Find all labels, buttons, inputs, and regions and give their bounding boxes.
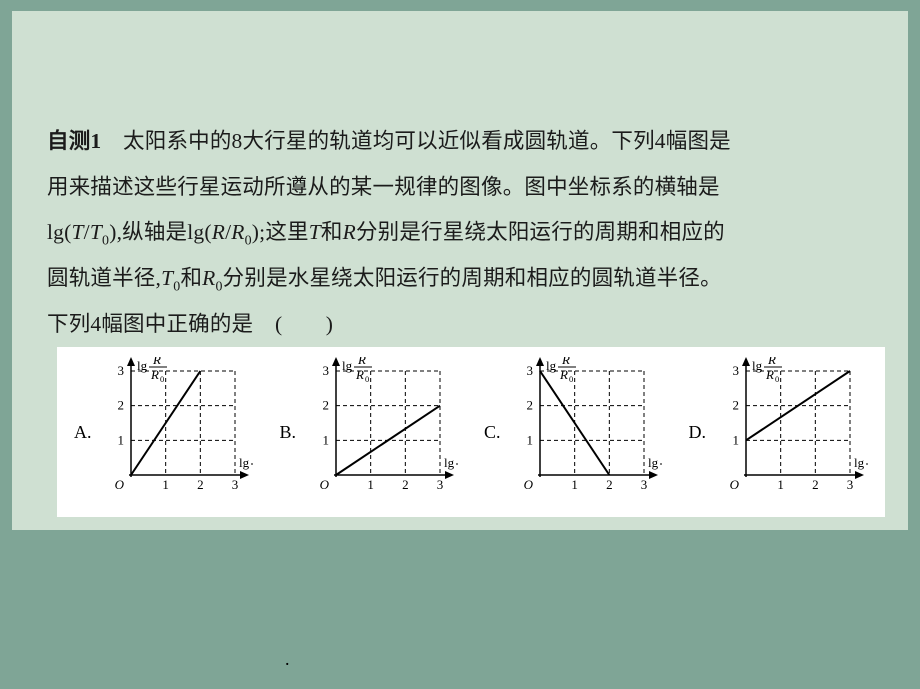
chart-svg: 112233OlgRR0lgTT0 <box>708 357 868 507</box>
svg-text:3: 3 <box>527 363 534 378</box>
svg-text:3: 3 <box>437 477 444 492</box>
charts-row: A.112233OlgRR0lgTT0B.112233OlgRR0lgTT0C.… <box>57 347 885 517</box>
svg-text:lg: lg <box>648 455 659 470</box>
svg-text:lg: lg <box>342 358 353 373</box>
q-T2: T <box>309 220 321 244</box>
q-T0: T0 <box>90 220 109 244</box>
svg-text:lg: lg <box>546 358 557 373</box>
svg-text:0: 0 <box>569 374 573 384</box>
svg-text:2: 2 <box>732 398 739 413</box>
chart-option[interactable]: C.112233OlgRR0lgTT0 <box>484 357 663 507</box>
svg-text:2: 2 <box>527 398 534 413</box>
q-and2: 和 <box>180 266 202 290</box>
svg-text:3: 3 <box>641 477 648 492</box>
svg-text:O: O <box>730 477 740 492</box>
option-letter: D. <box>688 422 706 443</box>
svg-text:lg: lg <box>752 358 763 373</box>
chart-option[interactable]: B.112233OlgRR0lgTT0 <box>279 357 458 507</box>
q-l4a: 圆轨道半径, <box>47 266 161 290</box>
svg-text:2: 2 <box>118 398 125 413</box>
chart-option[interactable]: D.112233OlgRR0lgTT0 <box>688 357 868 507</box>
svg-text:2: 2 <box>198 477 205 492</box>
svg-text:1: 1 <box>572 477 579 492</box>
svg-text:1: 1 <box>777 477 784 492</box>
question-label: 自测1 <box>47 129 101 153</box>
q-l3a: lg( <box>47 220 71 244</box>
svg-text:3: 3 <box>322 363 329 378</box>
q-T: T <box>71 220 83 244</box>
svg-text:2: 2 <box>402 477 409 492</box>
svg-text:3: 3 <box>232 477 239 492</box>
svg-text:2: 2 <box>322 398 329 413</box>
svg-text:1: 1 <box>322 432 329 447</box>
q-T0b: T0 <box>161 266 180 290</box>
chart-svg: 112233OlgRR0lgTT0 <box>502 357 662 507</box>
option-letter: B. <box>279 422 296 443</box>
svg-text:R: R <box>355 367 364 382</box>
svg-text:R: R <box>357 357 366 367</box>
svg-text:1: 1 <box>163 477 170 492</box>
q-l3d: 分别是行星绕太阳运行的周期和相应的 <box>356 220 725 244</box>
svg-text:2: 2 <box>812 477 819 492</box>
q-R2: R <box>343 220 356 244</box>
chart-option[interactable]: A.112233OlgRR0lgTT0 <box>74 357 254 507</box>
svg-text:R: R <box>150 367 159 382</box>
svg-text:lg: lg <box>239 455 250 470</box>
q-R0: R0 <box>231 220 252 244</box>
svg-text:1: 1 <box>118 432 125 447</box>
svg-text:O: O <box>115 477 125 492</box>
option-letter: A. <box>74 422 92 443</box>
svg-text:lg: lg <box>137 358 148 373</box>
svg-text:R: R <box>152 357 161 367</box>
q-line1: 太阳系中的8大行星的轨道均可以近似看成圆轨道。下列4幅图是 <box>101 129 731 153</box>
svg-text:1: 1 <box>527 432 534 447</box>
q-R0b: R0 <box>202 266 223 290</box>
q-line2: 用来描述这些行星运动所遵从的某一规律的图像。图中坐标系的横轴是 <box>47 175 720 199</box>
q-l5: 下列4幅图中正确的是 ( ) <box>47 312 333 336</box>
page-dot: . <box>285 649 290 670</box>
svg-text:R: R <box>559 367 568 382</box>
svg-text:lg: lg <box>444 455 455 470</box>
svg-text:R: R <box>561 357 570 367</box>
svg-text:R: R <box>765 367 774 382</box>
svg-text:1: 1 <box>367 477 374 492</box>
q-and1: 和 <box>321 220 343 244</box>
svg-text:O: O <box>320 477 330 492</box>
chart-svg: 112233OlgRR0lgTT0 <box>298 357 458 507</box>
svg-text:2: 2 <box>607 477 614 492</box>
q-l3c: );这里 <box>252 220 309 244</box>
svg-text:O: O <box>524 477 534 492</box>
option-letter: C. <box>484 422 501 443</box>
svg-text:0: 0 <box>365 374 369 384</box>
svg-text:3: 3 <box>732 363 739 378</box>
svg-text:lg: lg <box>854 455 865 470</box>
chart-svg: 112233OlgRR0lgTT0 <box>93 357 253 507</box>
svg-text:1: 1 <box>732 432 739 447</box>
question-text: 自测1 太阳系中的8大行星的轨道均可以近似看成圆轨道。下列4幅图是 用来描述这些… <box>47 119 877 348</box>
svg-text:R: R <box>767 357 776 367</box>
q-R: R <box>212 220 225 244</box>
q-l4b: 分别是水星绕太阳运行的周期和相应的圆轨道半径。 <box>223 266 722 290</box>
slide-panel: 自测1 太阳系中的8大行星的轨道均可以近似看成圆轨道。下列4幅图是 用来描述这些… <box>12 11 908 530</box>
svg-text:0: 0 <box>775 374 779 384</box>
svg-text:3: 3 <box>847 477 854 492</box>
svg-text:0: 0 <box>160 374 164 384</box>
q-l3b: ),纵轴是lg( <box>109 220 212 244</box>
svg-text:3: 3 <box>118 363 125 378</box>
